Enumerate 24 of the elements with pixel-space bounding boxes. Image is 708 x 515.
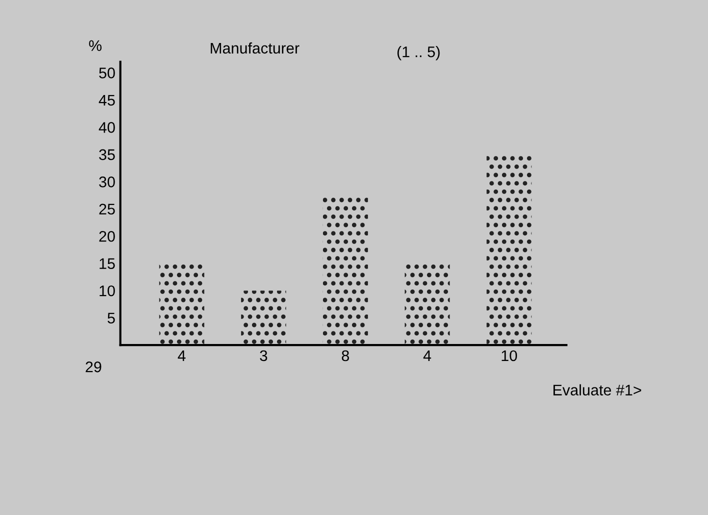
- y-tick-label: 40: [98, 122, 115, 133]
- y-tick-label: 5: [108, 312, 115, 324]
- y-axis-title: %: [89, 40, 102, 51]
- bar: [159, 263, 204, 346]
- text: 29: [86, 362, 102, 372]
- y-tick-label: 35: [99, 149, 115, 160]
- text: Evaluate #1>: [553, 384, 642, 396]
- y-tick-label: 50: [99, 68, 115, 78]
- y-tick-label: 45: [98, 94, 115, 106]
- x-tick-label: 10: [502, 350, 518, 362]
- y-tick-label: 10: [100, 285, 115, 296]
- x-tick-label: 4: [178, 350, 186, 361]
- x-tick-label: 3: [260, 350, 268, 362]
- x-tick-label: 8: [342, 350, 350, 362]
- y-tick-label: 20: [99, 230, 115, 242]
- chart-subtitle: (1 .. 5): [397, 46, 440, 60]
- bar: [486, 154, 532, 346]
- y-tick-label: 30: [99, 176, 115, 188]
- y-tick-label: 15: [100, 258, 115, 270]
- y-tick-label: 25: [99, 204, 115, 215]
- bar: [241, 290, 286, 346]
- x-tick-label: 4: [423, 350, 432, 361]
- chart-title: Manufacturer: [210, 42, 300, 54]
- bar: [404, 263, 450, 346]
